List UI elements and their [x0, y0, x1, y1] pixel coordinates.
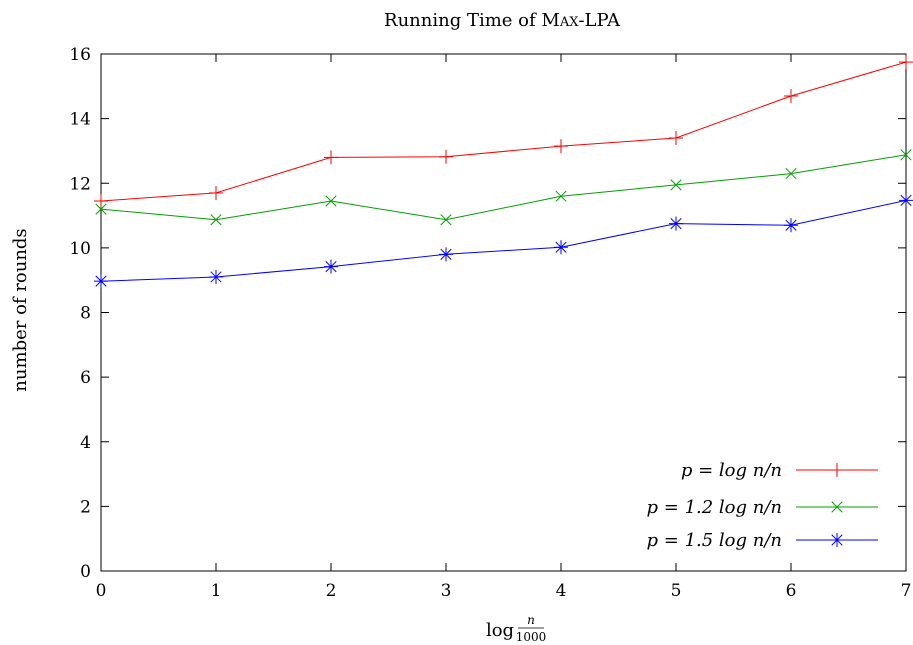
- y-tick-label: 14: [69, 110, 91, 130]
- y-tick-label: 0: [80, 562, 91, 582]
- title-prefix: Running Time of: [384, 10, 541, 31]
- data-point-3-8-stroke: [900, 194, 912, 206]
- data-point-1-5: [554, 139, 568, 154]
- data-point-2-1-stroke: [95, 203, 107, 215]
- data-point-3-3-stroke: [325, 261, 337, 273]
- data-point-2-5: [555, 190, 567, 202]
- data-point-1-1: [94, 194, 108, 209]
- data-point-2-8: [900, 149, 912, 161]
- x-axis-fraction: n 1000: [516, 613, 547, 644]
- data-point-3-7-stroke: [785, 219, 797, 231]
- y-tick-label: 2: [80, 497, 91, 517]
- data-point-2-1: [95, 203, 107, 215]
- data-point-1-7: [784, 89, 798, 104]
- data-point-2-6-stroke: [670, 179, 682, 191]
- x-tick-label: 4: [556, 581, 567, 601]
- data-point-2-3: [325, 195, 337, 207]
- data-point-3-3: [324, 259, 338, 274]
- x-label-denominator: 1000: [516, 630, 547, 644]
- data-point-3-4: [439, 247, 453, 262]
- data-point-1-3: [324, 150, 338, 165]
- legend-swatch-marker: [830, 533, 844, 547]
- legend-swatch-marker-stroke: [831, 501, 843, 513]
- data-point-1-6: [669, 131, 683, 146]
- legend-item-3: p = 1.5 log n/n: [647, 530, 878, 551]
- data-point-1-2: [209, 185, 223, 200]
- y-tick-label: 4: [80, 433, 91, 453]
- legend-label: p = 1.2 log n/n: [647, 497, 782, 518]
- series-3: [94, 193, 913, 289]
- y-tick-label: 6: [80, 368, 91, 388]
- legend-label: p = 1.5 log n/n: [647, 530, 782, 551]
- data-point-2-5-stroke: [555, 190, 567, 202]
- data-point-2-3-stroke: [325, 195, 337, 207]
- legend-swatch-marker: [831, 501, 843, 513]
- chart-title: Running Time of Max-LPA: [384, 10, 621, 31]
- data-point-3-2: [209, 269, 223, 284]
- data-point-1-4: [439, 149, 453, 164]
- legend-swatch-marker: [830, 463, 844, 477]
- data-point-3-7: [784, 218, 798, 233]
- data-point-2-7-stroke: [785, 167, 797, 180]
- y-tick-label: 16: [69, 45, 91, 65]
- data-point-3-5-stroke: [555, 241, 567, 253]
- x-tick-label: 1: [211, 581, 222, 601]
- x-axis-label-log: log: [486, 620, 514, 641]
- data-point-3-5: [554, 240, 568, 255]
- y-axis-label: number of rounds: [10, 228, 31, 391]
- legend-item-1: p = log n/n: [681, 460, 878, 481]
- legend: p = log n/n p = 1.2 log n/n p = 1.5 log n/…: [647, 460, 878, 551]
- data-point-3-1: [94, 274, 108, 289]
- data-point-2-2: [210, 214, 222, 226]
- data-point-2-7: [785, 167, 797, 180]
- series-line-2: [100, 154, 907, 221]
- data-point-2-8-stroke: [900, 149, 912, 161]
- legend-item-2: p = 1.2 log n/n: [647, 497, 878, 518]
- series-2: [95, 149, 912, 226]
- x-tick-label: 5: [671, 581, 682, 601]
- y-tick-label: 8: [80, 304, 91, 324]
- x-tick-label: 7: [901, 581, 912, 601]
- data-point-3-1-stroke: [95, 275, 107, 287]
- data-point-2-6: [670, 179, 682, 191]
- legend-label: p = log n/n: [681, 460, 782, 481]
- data-point-3-2-stroke: [210, 271, 222, 283]
- legend-swatch-marker-stroke: [831, 534, 843, 546]
- data-point-3-4-stroke: [440, 248, 452, 260]
- x-tick-label: 2: [326, 581, 337, 601]
- y-tick-label: 12: [69, 174, 91, 194]
- series-1: [94, 55, 913, 209]
- series-line-1: [100, 61, 907, 202]
- x-tick-label: 3: [441, 581, 452, 601]
- data-point-3-6-stroke: [670, 218, 682, 230]
- data-point-3-8: [899, 193, 913, 208]
- series-layer: [94, 55, 913, 289]
- title-name: Max-LPA: [541, 10, 621, 31]
- data-point-3-6: [669, 216, 683, 231]
- data-point-2-4: [440, 214, 452, 226]
- data-point-2-4-stroke: [440, 214, 452, 226]
- series-line-3: [100, 199, 907, 282]
- x-tick-label: 6: [786, 581, 797, 601]
- x-label-numerator: n: [527, 613, 535, 627]
- y-tick-label: 10: [69, 239, 91, 259]
- data-point-2-2-stroke: [210, 214, 222, 226]
- x-tick-label: 0: [96, 581, 107, 601]
- data-point-1-8: [899, 55, 913, 70]
- plot-frame: [100, 53, 907, 572]
- x-axis-label: log: [486, 620, 514, 641]
